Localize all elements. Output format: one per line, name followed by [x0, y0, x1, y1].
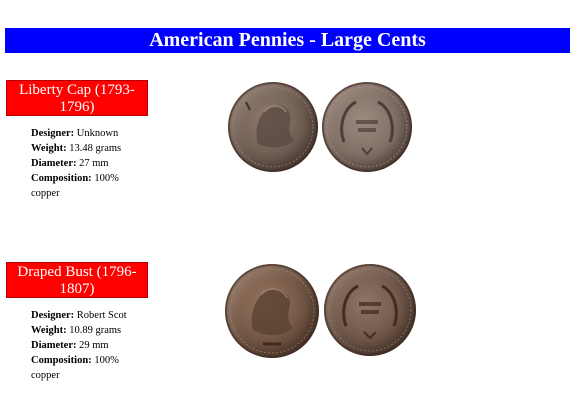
designer-value: Robert Scot — [74, 310, 127, 321]
designer-value: Unknown — [74, 128, 119, 139]
coin-images — [222, 80, 422, 180]
weight-value: 13.48 grams — [66, 143, 122, 154]
composition-row: Composition: 100% copper — [31, 353, 146, 383]
composition-row: Composition: 100% copper — [31, 171, 146, 201]
diameter-row: Diameter: 29 mm — [31, 338, 146, 353]
composition-label: Composition: — [31, 173, 92, 184]
page-title: American Pennies - Large Cents — [5, 28, 570, 53]
coin-specs: Designer: Unknown Weight: 13.48 grams Di… — [31, 126, 146, 201]
liberty-cap-obverse-coin — [228, 82, 318, 172]
one-cent-wreath-reverse-coin — [324, 264, 416, 356]
coin-type-label: Liberty Cap (1793-1796) — [6, 80, 148, 116]
designer-row: Designer: Unknown — [31, 126, 146, 141]
weight-label: Weight: — [31, 325, 67, 336]
composition-value: 100% copper — [31, 173, 119, 199]
weight-row: Weight: 13.48 grams — [31, 141, 146, 156]
coin-type-label: Draped Bust (1796-1807) — [6, 262, 148, 298]
designer-label: Designer: — [31, 128, 75, 139]
one-cent-reverse-coin — [322, 82, 412, 172]
weight-label: Weight: — [31, 143, 67, 154]
designer-row: Designer: Robert Scot — [31, 308, 146, 323]
weight-row: Weight: 10.89 grams — [31, 323, 146, 338]
composition-value: 100% copper — [31, 355, 119, 381]
diameter-value: 29 mm — [76, 340, 109, 351]
diameter-row: Diameter: 27 mm — [31, 156, 146, 171]
composition-label: Composition: — [31, 355, 92, 366]
draped-bust-obverse-coin — [225, 264, 319, 358]
designer-label: Designer: — [31, 310, 75, 321]
coin-specs: Designer: Robert Scot Weight: 10.89 gram… — [31, 308, 146, 383]
diameter-value: 27 mm — [76, 158, 109, 169]
diameter-label: Diameter: — [31, 158, 77, 169]
coin-images — [222, 262, 422, 362]
weight-value: 10.89 grams — [66, 325, 122, 336]
diameter-label: Diameter: — [31, 340, 77, 351]
